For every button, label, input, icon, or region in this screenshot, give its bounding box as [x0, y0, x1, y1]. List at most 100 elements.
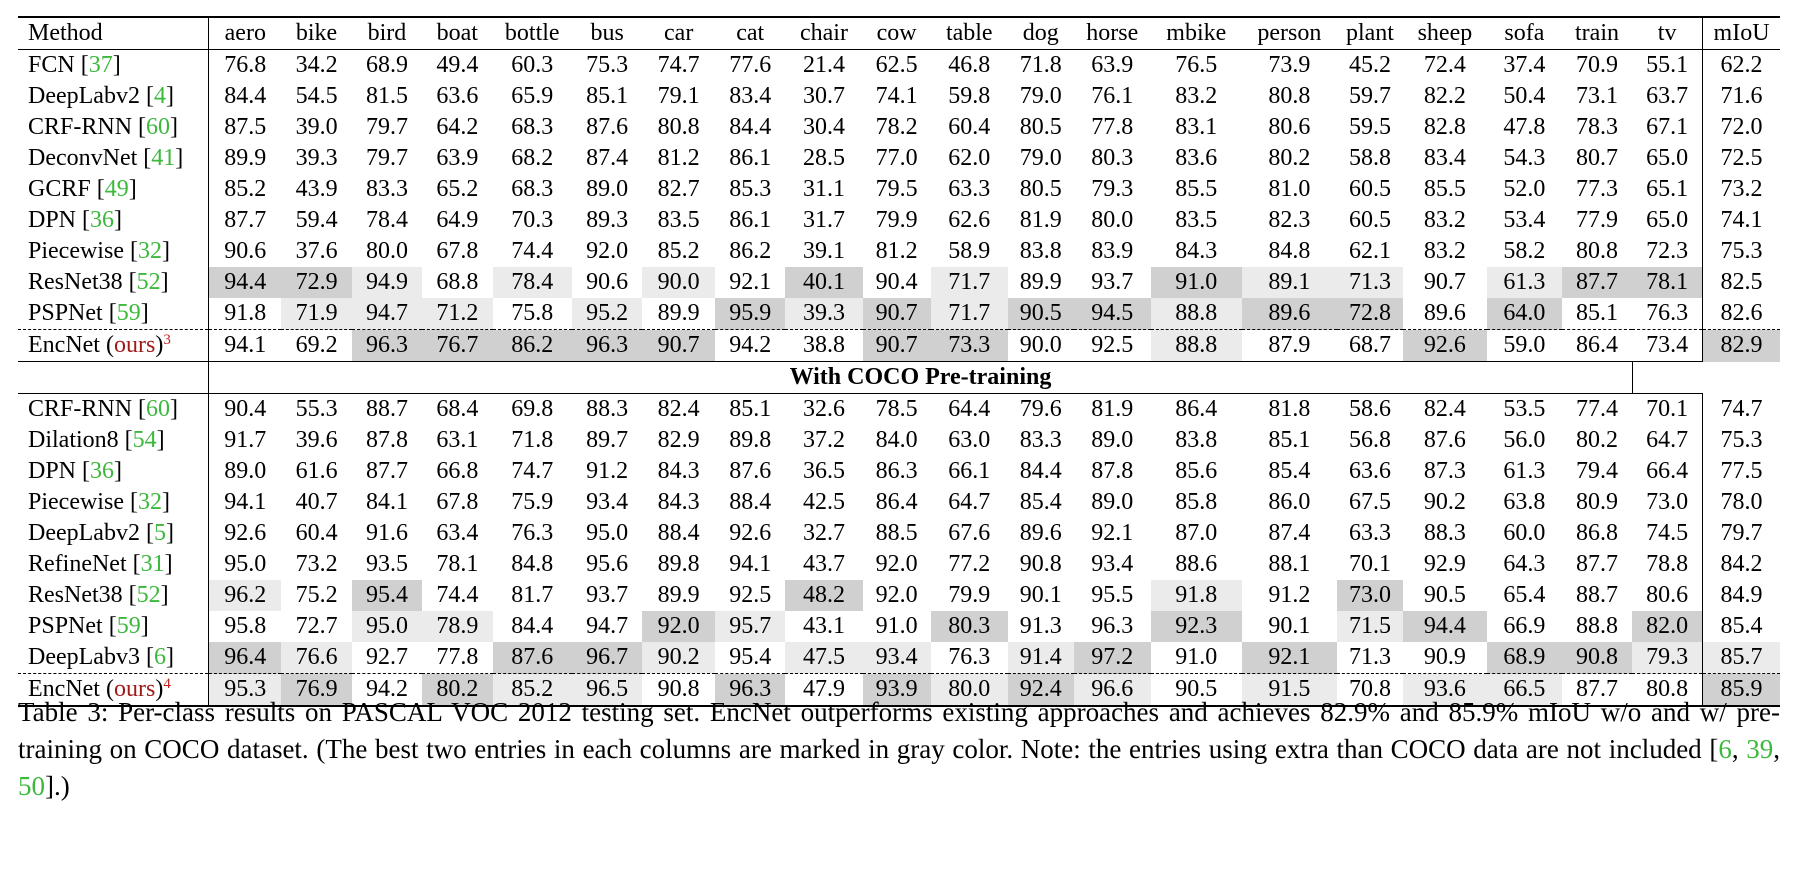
value-cell: 68.3 [511, 176, 554, 202]
footnote-marker[interactable]: 3 [163, 332, 171, 348]
citation-link[interactable]: 52 [136, 269, 161, 295]
value-cell: 76.7 [422, 329, 493, 362]
value-cell: 83.6 [1175, 145, 1218, 171]
value-cell: 84.8 [511, 551, 554, 577]
value-cell: 90.8 [1019, 551, 1062, 577]
column-header-sofa: sofa [1486, 16, 1562, 50]
citation-link[interactable]: 6 [153, 644, 166, 670]
table-row: CRF-RNN [60] 87.5 39.0 79.7 64.2 68.3 87.6 80.8… [18, 112, 1780, 143]
column-header-bottle: bottle [492, 16, 572, 50]
citation-link[interactable]: 32 [137, 238, 162, 264]
value-cell: 84.8 [1268, 238, 1311, 264]
table-row: DPN [36] 89.0 61.6 87.7 66.8 74.7 91.2 84.3 87.6… [18, 456, 1780, 487]
value-cell: 93.5 [365, 551, 408, 577]
value-cell: 79.3 [1091, 176, 1134, 202]
value-cell: 40.7 [295, 489, 338, 515]
value-cell: 39.3 [785, 298, 863, 330]
table-row: PSPNet [59] 95.8 72.7 95.0 78.9 84.4 94.7 92.0 9… [18, 611, 1780, 642]
value-cell: 71.6 [1702, 81, 1780, 112]
citation-link[interactable]: 60 [146, 396, 171, 422]
value-cell: 92.1 [1091, 520, 1134, 546]
value-cell: 84.1 [365, 489, 408, 515]
citation-link[interactable]: 59 [116, 300, 141, 326]
citation-link[interactable]: 49 [104, 176, 129, 202]
value-cell: 78.1 [436, 551, 479, 577]
value-cell: 74.5 [1646, 520, 1689, 546]
citation-link[interactable]: 37 [88, 52, 113, 78]
value-cell: 82.7 [657, 176, 700, 202]
value-cell: 82.2 [1423, 83, 1466, 109]
value-cell: 91.2 [586, 458, 629, 484]
caption-text: Table 3: Per-class results on PASCAL VOC… [18, 697, 1780, 764]
column-header-bus: bus [571, 16, 643, 50]
value-cell: 60.5 [1348, 176, 1391, 202]
citation-link[interactable]: 32 [137, 489, 162, 515]
value-cell: 74.1 [875, 83, 918, 109]
citation-link[interactable]: 59 [116, 613, 141, 639]
value-cell: 87.4 [1268, 520, 1311, 546]
value-cell: 80.0 [930, 673, 1008, 707]
value-cell: 80.5 [1019, 176, 1062, 202]
value-cell: 85.2 [492, 673, 572, 707]
ours-label[interactable]: ours [113, 332, 156, 358]
footnote-marker[interactable]: 4 [163, 676, 171, 692]
value-cell: 79.7 [365, 145, 408, 171]
column-header-plant: plant [1337, 16, 1403, 50]
value-cell: 80.2 [1576, 427, 1619, 453]
value-cell: 96.3 [1091, 613, 1134, 639]
table-row: GCRF [49] 85.2 43.9 83.3 65.2 68.3 89.0 82.7 85.… [18, 174, 1780, 205]
value-cell: 77.6 [729, 52, 772, 78]
citation-link[interactable]: 60 [146, 114, 171, 140]
value-cell: 91.0 [1150, 267, 1242, 298]
value-cell: 62.5 [875, 52, 918, 78]
citation-link[interactable]: 36 [90, 458, 115, 484]
value-cell: 74.7 [657, 52, 700, 78]
value-cell: 89.8 [729, 427, 772, 453]
table-row: Piecewise [32] 90.6 37.6 80.0 67.8 74.4 92.0 85… [18, 236, 1780, 267]
value-cell: 73.0 [1646, 489, 1689, 515]
citation-link-39[interactable]: 39 [1746, 734, 1774, 764]
citation-link[interactable]: 4 [153, 83, 166, 109]
citation-link[interactable]: 36 [90, 207, 115, 233]
value-cell: 84.2 [1702, 549, 1780, 580]
table-row: RefineNet [31] 95.0 73.2 93.5 78.1 84.8 95.6 89… [18, 549, 1780, 580]
value-cell: 91.7 [224, 427, 267, 453]
value-cell: 58.8 [1348, 145, 1391, 171]
citation-link[interactable]: 52 [136, 582, 161, 608]
column-header-miou: mIoU [1702, 16, 1780, 50]
value-cell: 78.4 [492, 267, 572, 298]
value-cell: 94.9 [351, 267, 423, 298]
citation-link[interactable]: 5 [153, 520, 166, 546]
value-cell: 74.7 [1702, 393, 1780, 425]
value-cell: 83.2 [1423, 207, 1466, 233]
value-cell: 81.9 [1091, 396, 1134, 422]
value-cell: 89.9 [1019, 269, 1062, 295]
value-cell: 70.3 [511, 207, 554, 233]
value-cell: 54.3 [1503, 145, 1546, 171]
citation-link[interactable]: 54 [132, 427, 157, 453]
value-cell: 94.7 [586, 613, 629, 639]
value-cell: 70.8 [1337, 673, 1403, 707]
citation-link[interactable]: 41 [151, 145, 176, 171]
method-cell: DeconvNet [41] [18, 143, 210, 174]
citation-link-50[interactable]: 50 [18, 771, 45, 801]
value-cell: 83.8 [1175, 427, 1218, 453]
value-cell: 60.3 [511, 52, 554, 78]
value-cell: 85.2 [657, 238, 700, 264]
value-cell: 61.3 [1486, 267, 1562, 298]
ours-label[interactable]: ours [113, 676, 156, 702]
value-cell: 72.9 [281, 267, 352, 298]
value-cell: 87.4 [586, 145, 629, 171]
column-header-aero: aero [208, 16, 282, 50]
method-name: DeepLabv2 [28, 520, 140, 546]
value-cell: 87.8 [1091, 458, 1134, 484]
value-cell: 89.6 [1423, 300, 1466, 326]
section-label: With COCO Pre-training [208, 361, 1633, 394]
value-cell: 77.3 [1576, 176, 1619, 202]
citation-link[interactable]: 31 [140, 551, 165, 577]
caption-separator: , [1773, 734, 1780, 764]
value-cell: 84.3 [1175, 238, 1218, 264]
value-cell: 90.9 [1423, 644, 1466, 670]
value-cell: 95.0 [224, 551, 267, 577]
citation-link-6[interactable]: 6 [1718, 734, 1732, 764]
